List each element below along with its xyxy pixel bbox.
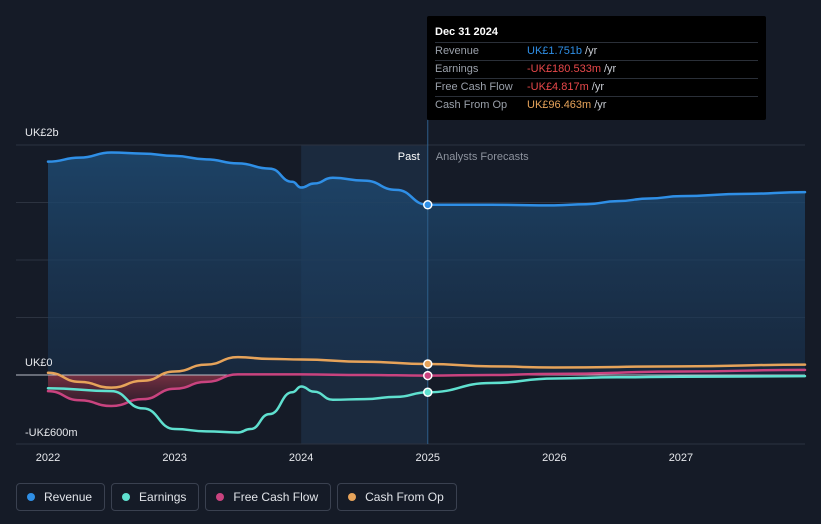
free-cash-flow-line [46,368,807,408]
legend-label: Revenue [44,490,93,504]
tooltip-row-cash-from-op: Cash From Op UK£96.463m /yr [435,96,758,114]
x-axis-tick-label: 2022 [36,452,60,464]
earnings-line [46,374,807,434]
revenue-area [48,152,805,375]
legend-label: Cash From Op [365,490,444,504]
revenue-line [46,151,807,207]
x-axis-tick-label: 2025 [416,452,440,464]
y-axis-labels: UK£2b UK£0 -UK£600m [25,127,78,439]
tooltip-unit: /yr [604,63,617,75]
tooltip-value: UK£96.463m [527,99,592,111]
legend-label: Free Cash Flow [233,490,319,504]
tooltip-date: Dec 31 2024 [435,26,498,38]
x-axis-tick-label: 2023 [162,452,186,464]
highlight-points [423,200,433,397]
legend-dot-icon [27,493,35,501]
tooltip-unit: /yr [585,45,598,57]
legend-item-cash-from-op[interactable]: Cash From Op [337,483,457,511]
legend: Revenue Earnings Free Cash Flow Cash Fro… [16,483,457,511]
forecast-label: Analysts Forecasts [436,151,529,163]
tooltip-row-free-cash-flow: Free Cash Flow -UK£4.817m /yr [435,78,758,96]
legend-dot-icon [348,493,357,501]
tooltip-unit: /yr [591,81,604,93]
x-axis-tick-label: 2024 [289,452,313,464]
tooltip-value: UK£1.751b [527,45,583,57]
legend-item-earnings[interactable]: Earnings [111,483,200,511]
revenue-point [423,200,433,210]
past-label: Past [398,151,420,163]
legend-label: Earnings [139,490,187,504]
tooltip-value: -UK£180.533m [527,63,601,75]
legend-dot-icon [216,493,225,501]
tooltip-label: Free Cash Flow [435,81,513,93]
legend-dot-icon [122,493,131,501]
y-axis-label: UK£0 [25,357,53,369]
legend-item-free-cash-flow[interactable]: Free Cash Flow [205,483,332,511]
x-axis-labels: 2022 2023 2024 2025 2026 2027 [36,452,693,464]
cash-from-op-point [423,359,433,369]
y-axis-label: UK£2b [25,127,59,139]
tooltip-row-revenue: Revenue UK£1.751b /yr [435,42,758,60]
tooltip-row-earnings: Earnings -UK£180.533m /yr [435,60,758,78]
free-cash-flow-point [423,370,433,381]
legend-item-revenue[interactable]: Revenue [16,483,106,511]
y-axis-label: -UK£600m [25,427,78,439]
series-lines [46,151,807,434]
earnings-point [423,387,433,397]
x-axis-tick-label: 2027 [669,452,693,464]
tooltip-label: Revenue [435,45,480,57]
cash-from-op-line [46,355,807,389]
tooltip-unit: /yr [594,99,607,111]
tooltip-label: Earnings [435,63,479,75]
tooltip: Dec 31 2024 Revenue UK£1.751b /yr Earnin… [427,16,766,120]
x-axis-tick-label: 2026 [542,452,566,464]
tooltip-value: -UK£4.817m [527,81,589,93]
tooltip-label: Cash From Op [435,99,508,111]
